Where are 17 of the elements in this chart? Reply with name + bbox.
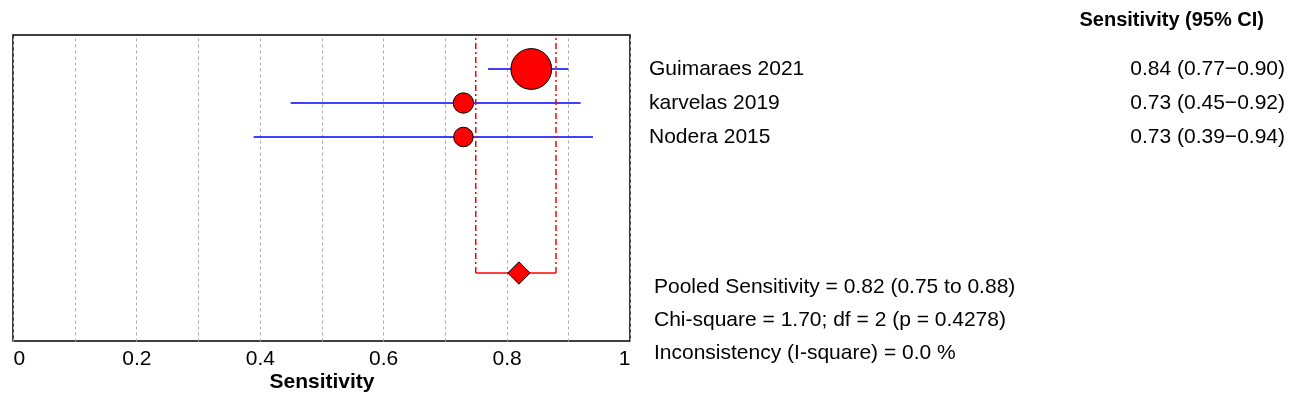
x-tick-label: 1 xyxy=(618,345,631,369)
x-tick-label: 0 xyxy=(13,345,26,369)
x-tick-label: 0.8 xyxy=(492,345,522,369)
data-label: 0.84 (0.77−0.90) xyxy=(1130,56,1285,79)
data-label: 0.73 (0.45−0.92) xyxy=(1130,90,1285,113)
y-tick-label: karvelas 2019 xyxy=(649,90,780,113)
x-tick-label: 0.6 xyxy=(369,345,399,369)
data-label: 0.73 (0.39−0.94) xyxy=(1130,124,1285,147)
x-tick-label: 0.2 xyxy=(122,345,152,369)
text: Pooled Sensitivity = 0.82 (0.75 to 0.88) xyxy=(654,274,1016,297)
y-tick-label: Guimaraes 2021 xyxy=(649,56,805,79)
text: Inconsistency (I-square) = 0.0 % xyxy=(654,340,956,363)
text: Sensitivity (95% CI) xyxy=(1079,8,1264,30)
x-tick-label: 0.4 xyxy=(245,345,276,369)
y-tick-label: Nodera 2015 xyxy=(649,124,771,147)
text: Chi-square = 1.70; df = 2 (p = 0.4278) xyxy=(654,307,1006,330)
x-axis-title: Sensitivity xyxy=(269,368,375,392)
